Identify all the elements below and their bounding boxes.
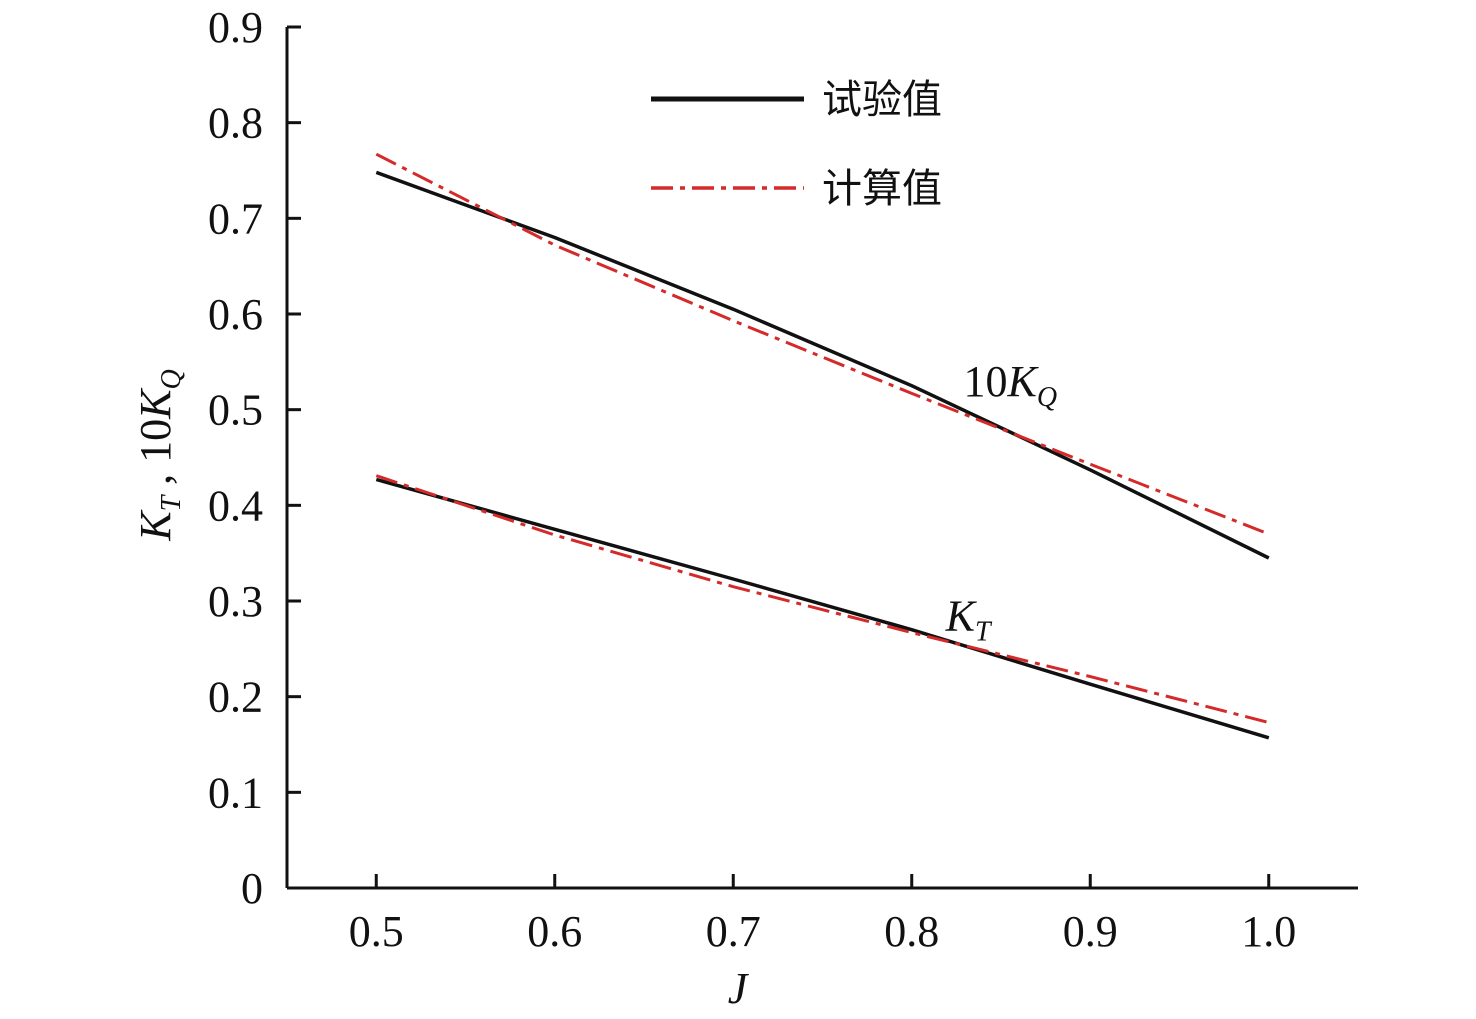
annotation-subscript: Q: [1037, 382, 1057, 413]
x-tick-label: 0.7: [706, 907, 761, 956]
x-tick-label: 1.0: [1241, 907, 1296, 956]
annotation-letter: K: [945, 591, 978, 640]
y-tick-label: 0.7: [208, 194, 263, 243]
annotation-number: 10: [963, 357, 1007, 406]
y-tick-label: 0.5: [208, 386, 263, 435]
series-layer: [375, 152, 1270, 740]
y-tick-label: 0.8: [208, 99, 263, 148]
y-tick-label: 0.6: [208, 290, 263, 339]
y-axis-title-mult-sub: Q: [156, 369, 187, 389]
y-axis-title: KT , 10KQ: [131, 369, 187, 542]
legend-label: 计算值: [822, 166, 942, 212]
legend-label: 试验值: [822, 77, 942, 123]
series-line-KT-experimental: [375, 477, 1270, 740]
series-line-10KQ-experimental: [375, 170, 1270, 560]
axes: 0 0.1 0.2 0.3 0.4 0.5 0.6 0.7 0.8 0.9 0.5 0.6 0.7 0.8…: [131, 3, 1358, 1013]
series-annotation: KT: [945, 591, 993, 647]
series-line-KT-computed: [375, 474, 1270, 724]
x-tick-label: 0.6: [527, 907, 582, 956]
y-axis-title-mult-k: K: [131, 387, 180, 420]
annotation-letter: K: [1006, 357, 1039, 406]
y-tick-label: 0.3: [208, 577, 263, 626]
series-annotation: 10KQ: [963, 357, 1057, 413]
x-tick-label: 0.5: [349, 907, 404, 956]
x-tick-label: 0.9: [1063, 907, 1118, 956]
y-tick-label: 0.9: [208, 3, 263, 52]
y-tick-label: 0.1: [208, 768, 263, 817]
y-axis-title-k-sub: T: [156, 493, 187, 511]
y-tick-label: 0.4: [208, 481, 263, 530]
x-tick-label: 0.8: [884, 907, 939, 956]
y-axis-title-sep: ,: [131, 463, 180, 496]
y-axis-title-k: K: [131, 509, 180, 542]
y-tick-label: 0.2: [208, 673, 263, 722]
annotation-subscript: T: [975, 616, 993, 647]
y-axis-title-mult-num: 10: [131, 419, 180, 463]
x-axis-title: J: [728, 964, 750, 1013]
y-tick-label: 0: [241, 864, 263, 913]
series-line-10KQ-computed: [375, 152, 1270, 536]
